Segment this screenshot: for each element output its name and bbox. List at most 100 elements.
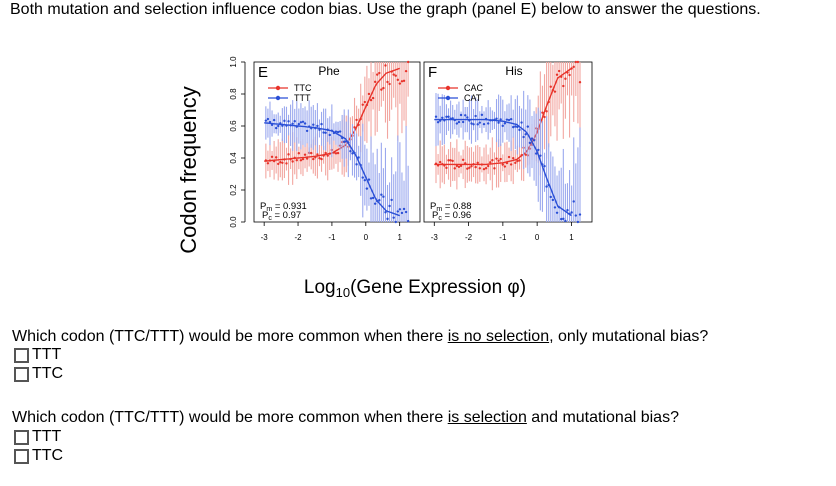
question-1-option-ttt[interactable]: TTT bbox=[14, 346, 61, 364]
data-point bbox=[451, 159, 454, 163]
data-point bbox=[524, 133, 527, 136]
data-point bbox=[516, 159, 519, 163]
data-point bbox=[349, 149, 352, 153]
fit-line-cat bbox=[434, 118, 572, 217]
data-point bbox=[491, 158, 494, 162]
data-point bbox=[438, 160, 442, 164]
data-point bbox=[378, 71, 381, 75]
x-tick-label-3: 0 bbox=[364, 233, 369, 242]
data-point bbox=[557, 69, 561, 73]
amino-acid-label: Phe bbox=[318, 64, 340, 78]
data-point bbox=[524, 153, 527, 156]
data-point bbox=[324, 151, 327, 155]
y-axis: 0.0 0.2 0.4 0.6 0.8 1.0 bbox=[229, 56, 246, 228]
question-2-checkbox-ttt[interactable] bbox=[14, 429, 29, 445]
data-point bbox=[279, 161, 282, 164]
stat-pc-sub: c bbox=[438, 215, 442, 222]
data-point bbox=[545, 110, 548, 113]
data-point bbox=[562, 84, 565, 88]
data-point bbox=[459, 113, 463, 117]
x-axis-label-main: Log bbox=[304, 277, 336, 298]
stat-pm-symbol: P bbox=[260, 201, 266, 212]
data-point bbox=[570, 211, 573, 214]
data-point bbox=[449, 159, 452, 162]
data-point bbox=[568, 73, 571, 77]
question-2-option-ttt[interactable]: TTT bbox=[14, 428, 61, 446]
data-point bbox=[537, 148, 540, 152]
data-point bbox=[472, 123, 475, 126]
data-point bbox=[402, 207, 406, 211]
stat-pc: Pc = 0.96 bbox=[432, 210, 471, 222]
question-1-checkbox-ttt[interactable] bbox=[14, 347, 29, 363]
data-point bbox=[503, 165, 507, 168]
question-2-text-before: Which codon (TTC/TTT) would be more comm… bbox=[12, 409, 448, 426]
data-point bbox=[400, 80, 404, 83]
data-point bbox=[514, 161, 517, 165]
data-point bbox=[501, 124, 504, 128]
data-point bbox=[528, 141, 532, 145]
y-tick-label-5: 1.0 bbox=[229, 56, 238, 68]
question-2-checkbox-ttc[interactable] bbox=[14, 448, 29, 464]
question-1-option-ttc[interactable]: TTC bbox=[14, 365, 63, 383]
data-point bbox=[386, 80, 389, 84]
data-point bbox=[459, 164, 463, 168]
data-point bbox=[476, 123, 479, 126]
data-point bbox=[560, 217, 563, 221]
intro-text: Both mutation and selection influence co… bbox=[10, 1, 761, 18]
stat-pm-value: = 0.931 bbox=[272, 201, 307, 212]
data-point bbox=[382, 86, 385, 90]
data-point bbox=[371, 196, 375, 200]
question-2-option-ttc[interactable]: TTC bbox=[14, 447, 63, 465]
question-2-text-after: and mutational bias? bbox=[526, 409, 679, 426]
data-point bbox=[355, 163, 358, 166]
data-point bbox=[384, 64, 387, 67]
data-point bbox=[305, 129, 309, 133]
data-point bbox=[534, 152, 538, 155]
data-point bbox=[553, 206, 557, 209]
data-point bbox=[324, 131, 327, 134]
question-1-checkbox-ttc[interactable] bbox=[14, 366, 29, 382]
data-point bbox=[484, 167, 488, 170]
data-point bbox=[297, 152, 301, 155]
data-point bbox=[404, 210, 408, 214]
data-point bbox=[283, 119, 286, 123]
data-point bbox=[507, 118, 511, 122]
x-axis-label-rest: (Gene Expression φ) bbox=[350, 277, 526, 298]
stat-pm-symbol: P bbox=[430, 201, 436, 212]
data-point bbox=[532, 139, 536, 142]
question-2-emphasis: is selection bbox=[447, 409, 527, 426]
x-tick-label-1: -2 bbox=[465, 233, 473, 242]
y-axis-label: Codon frequency bbox=[176, 86, 201, 254]
y-tick-label-3: 0.6 bbox=[229, 120, 238, 132]
fit-line-ttt bbox=[264, 122, 400, 217]
data-point bbox=[495, 117, 498, 120]
data-point bbox=[555, 73, 559, 76]
data-point bbox=[509, 163, 513, 166]
data-point bbox=[305, 157, 309, 160]
data-point bbox=[482, 122, 486, 126]
x-axis-label: Log10(Gene Expression φ) bbox=[304, 277, 526, 300]
x-axis-label-sub: 10 bbox=[336, 285, 350, 300]
stat-pc-value: = 0.97 bbox=[272, 210, 301, 221]
data-point bbox=[277, 124, 280, 128]
data-point bbox=[543, 115, 546, 119]
series-ttt bbox=[264, 100, 410, 224]
data-point bbox=[466, 167, 469, 170]
data-point bbox=[445, 115, 448, 119]
data-point bbox=[367, 178, 371, 181]
data-point bbox=[455, 122, 459, 125]
data-point bbox=[363, 179, 367, 182]
data-point bbox=[564, 219, 567, 223]
data-point bbox=[394, 220, 397, 224]
data-point bbox=[291, 160, 294, 163]
data-point bbox=[455, 164, 459, 168]
data-point bbox=[371, 96, 375, 100]
legend-marker-cac bbox=[445, 85, 451, 91]
data-point bbox=[404, 69, 408, 73]
data-point bbox=[394, 74, 397, 77]
legend-label-ttt: TTT bbox=[294, 93, 311, 103]
data-point bbox=[301, 157, 305, 161]
data-point bbox=[320, 122, 323, 126]
data-point bbox=[499, 118, 502, 121]
data-point bbox=[576, 220, 580, 224]
